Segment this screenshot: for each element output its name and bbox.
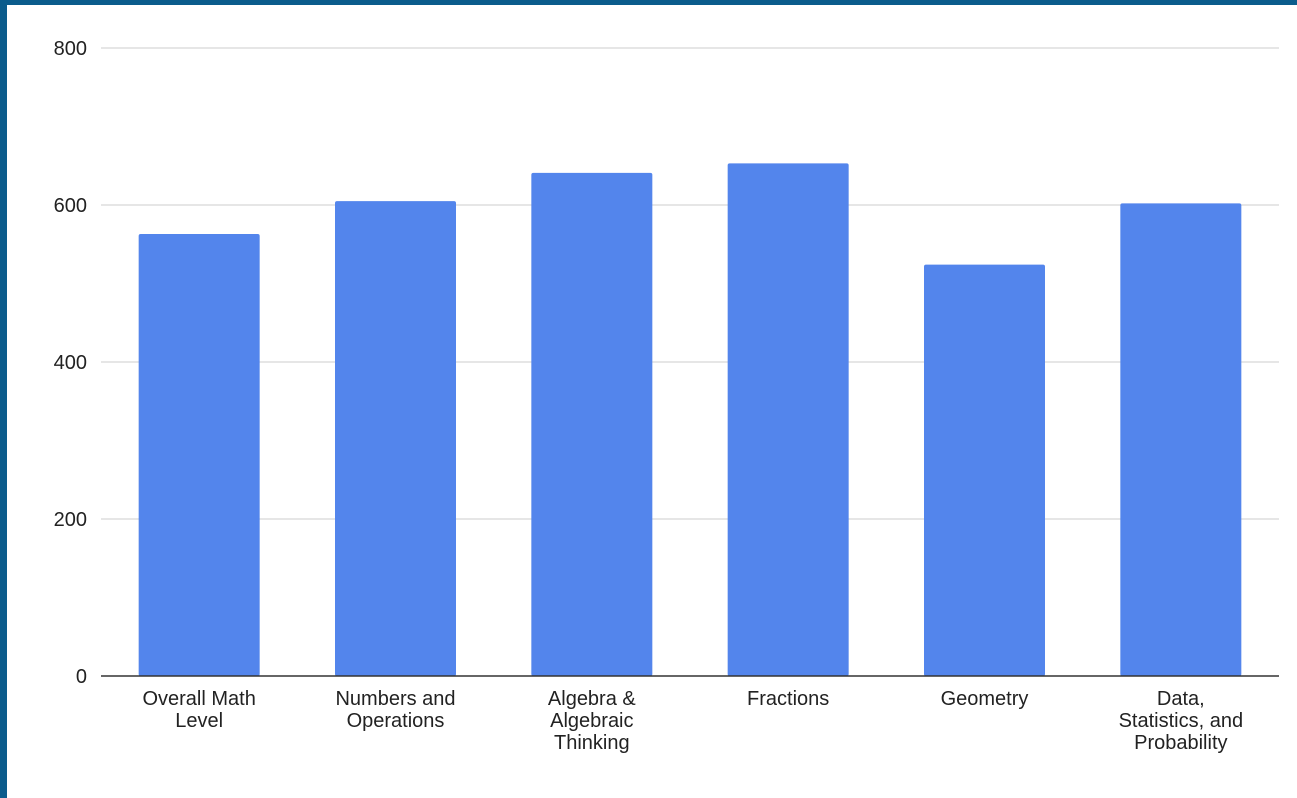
x-category-label-line: Data, [1157, 688, 1205, 710]
x-category-label-line: Algebra & [548, 688, 636, 710]
x-category-label-line: Overall Math [142, 688, 255, 710]
x-category-label: Data, Statistics, and Probability [1119, 688, 1244, 754]
bar [138, 234, 260, 677]
y-tick-label: 200 [54, 509, 87, 531]
x-category-label: Fractions [747, 688, 829, 710]
labels: 0 200 400 600 800 Overall Math Level Numbers an… [54, 38, 1243, 754]
x-category-label-line: Statistics, and [1119, 710, 1244, 732]
bar-chart: 0 200 400 600 800 Overall Math Level Numbers an… [54, 38, 1279, 754]
x-category-label-line: Numbers and [335, 688, 455, 710]
chart-frame: 0 200 400 600 800 Overall Math Level Numbers an… [7, 5, 1297, 798]
bar [727, 163, 849, 676]
bars [138, 163, 1242, 677]
x-category-label-line: Operations [347, 710, 445, 732]
gridlines [101, 47, 1279, 520]
x-category-label-line: Thinking [554, 732, 630, 754]
x-category-label-line: Geometry [941, 688, 1029, 710]
y-tick-label: 400 [54, 352, 87, 374]
x-category-label: Overall Math Level [142, 688, 255, 732]
bar [924, 264, 1045, 676]
bar [335, 201, 456, 676]
bar [1120, 203, 1242, 676]
x-category-label: Geometry [941, 688, 1029, 710]
x-category-label-line: Probability [1134, 732, 1227, 754]
x-category-label: Numbers and Operations [335, 688, 455, 732]
y-tick-label: 0 [76, 666, 87, 688]
x-category-label-line: Fractions [747, 688, 829, 710]
x-category-label-line: Level [175, 710, 223, 732]
x-category-label-line: Algebraic [550, 710, 633, 732]
y-tick-label: 800 [54, 38, 87, 60]
y-tick-label: 600 [54, 195, 87, 217]
bar [531, 172, 653, 676]
x-category-label: Algebra & Algebraic Thinking [548, 688, 636, 754]
